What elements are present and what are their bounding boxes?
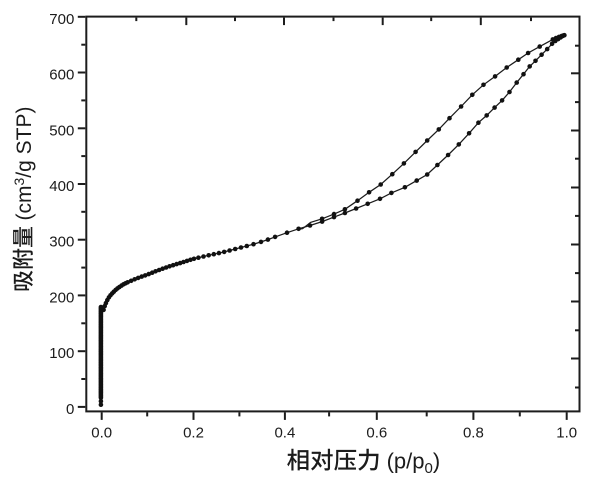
svg-text:(p/p0): (p/p0) xyxy=(387,449,441,478)
svg-text:700: 700 xyxy=(49,11,74,28)
svg-text:400: 400 xyxy=(49,178,74,195)
svg-text:1.0: 1.0 xyxy=(556,424,577,441)
svg-text:0.8: 0.8 xyxy=(463,424,484,441)
svg-text:600: 600 xyxy=(49,67,74,84)
svg-text:0.4: 0.4 xyxy=(274,424,295,441)
svg-text:0.0: 0.0 xyxy=(91,424,112,441)
svg-text:500: 500 xyxy=(49,122,74,139)
svg-text:0.2: 0.2 xyxy=(183,424,204,441)
svg-text:100: 100 xyxy=(49,345,74,362)
svg-text:200: 200 xyxy=(49,289,74,306)
svg-text:300: 300 xyxy=(49,234,74,251)
svg-text:0: 0 xyxy=(66,401,74,418)
svg-text:0.6: 0.6 xyxy=(366,424,387,441)
svg-text:(cm3/g STP): (cm3/g STP) xyxy=(11,107,36,221)
